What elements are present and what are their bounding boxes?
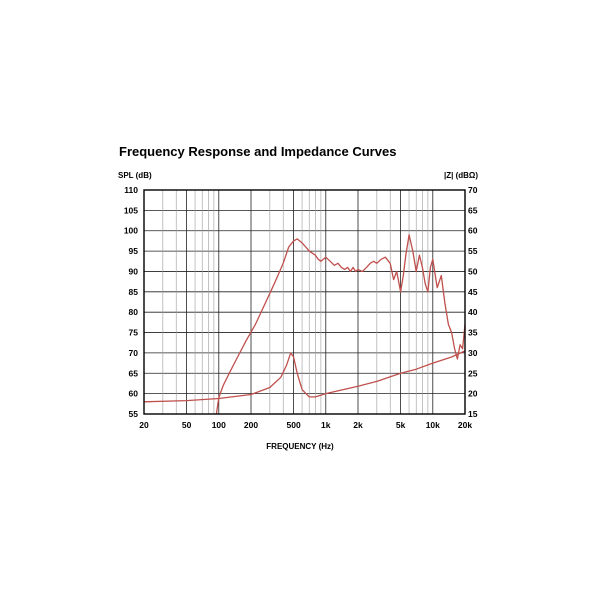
y-left-tick-label: 65 [129, 368, 139, 378]
y-left-tick-label: 55 [129, 409, 139, 419]
chart-title: Frequency Response and Impedance Curves [119, 144, 396, 159]
tick-labels: 20 50 100 200 500 1k 2k 5k 10k 20k 55 60 65 70 75 80 85 9… [124, 185, 478, 430]
x-tick-label: 2k [353, 420, 363, 430]
y-right-tick-label: 25 [468, 368, 478, 378]
grid [143, 189, 466, 415]
y-left-tick-label: 75 [129, 328, 139, 338]
y-right-tick-label: 35 [468, 328, 478, 338]
x-axis-label: FREQUENCY (Hz) [266, 442, 334, 451]
x-tick-label: 50 [182, 420, 192, 430]
y-right-tick-label: 65 [468, 205, 478, 215]
y-right-tick-label: 20 [468, 389, 478, 399]
y-left-tick-label: 60 [129, 389, 139, 399]
x-tick-label: 1k [321, 420, 331, 430]
right-axis-label: |Z| (dBΩ) [444, 171, 478, 180]
x-tick-label: 20k [458, 420, 472, 430]
y-right-tick-label: 30 [468, 348, 478, 358]
x-tick-label: 5k [396, 420, 406, 430]
y-left-tick-label: 80 [129, 307, 139, 317]
y-left-tick-label: 95 [129, 246, 139, 256]
x-tick-label: 20 [139, 420, 149, 430]
y-right-tick-label: 15 [468, 409, 478, 419]
y-right-tick-label: 55 [468, 246, 478, 256]
spl-response-line [215, 234, 466, 415]
x-tick-label: 200 [244, 420, 258, 430]
y-left-tick-label: 85 [129, 287, 139, 297]
series-lines [143, 234, 466, 415]
y-left-tick-label: 105 [124, 205, 138, 215]
y-right-tick-label: 50 [468, 266, 478, 276]
y-right-tick-label: 45 [468, 287, 478, 297]
y-right-tick-label: 60 [468, 226, 478, 236]
impedance-line [143, 350, 466, 403]
y-left-tick-label: 70 [129, 348, 139, 358]
y-left-tick-label: 90 [129, 266, 139, 276]
left-axis-label: SPL (dB) [118, 171, 152, 180]
y-left-tick-label: 100 [124, 226, 138, 236]
plot-frame [143, 189, 466, 415]
x-tick-label: 500 [286, 420, 300, 430]
y-left-tick-label: 110 [124, 185, 138, 195]
x-tick-label: 100 [212, 420, 226, 430]
y-right-tick-label: 40 [468, 307, 478, 317]
y-right-tick-label: 70 [468, 185, 478, 195]
x-tick-label: 10k [426, 420, 440, 430]
